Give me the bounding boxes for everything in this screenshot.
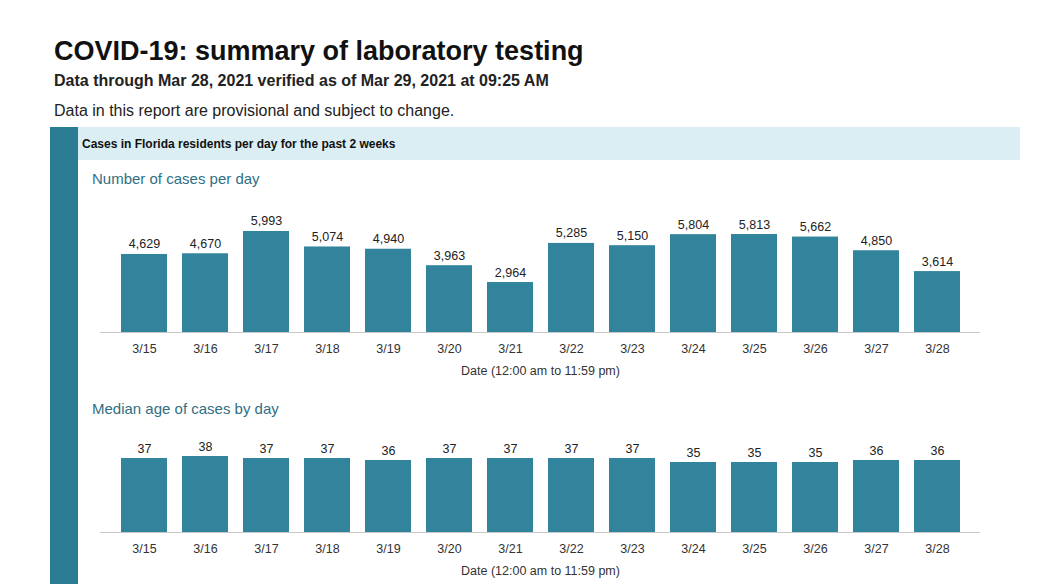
svg-text:3/15: 3/15 <box>132 342 156 356</box>
html-text:COVID-19: summary of laborator: COVID-19: summary of laboratory testing <box>54 36 584 66</box>
html-text:Cases in Florida residents per: Cases in Florida residents per day for t… <box>82 137 396 151</box>
svg-text:36: 36 <box>931 444 945 458</box>
svg-text:3/26: 3/26 <box>803 342 827 356</box>
svg-text:5,285: 5,285 <box>556 226 587 240</box>
svg-text:3/20: 3/20 <box>437 342 461 356</box>
svg-text:37: 37 <box>260 442 274 456</box>
svg-text:3/28: 3/28 <box>925 342 949 356</box>
svg-text:Date (12:00 am to 11:59 pm): Date (12:00 am to 11:59 pm) <box>461 364 620 378</box>
svg-text:3,963: 3,963 <box>434 249 465 263</box>
svg-text:4,850: 4,850 <box>861 234 892 248</box>
svg-text:3/27: 3/27 <box>864 542 888 556</box>
svg-text:37: 37 <box>443 442 457 456</box>
svg-text:4,670: 4,670 <box>190 237 221 251</box>
html-text:Data in this report are provis: Data in this report are provisional and … <box>54 102 455 119</box>
svg-text:5,074: 5,074 <box>312 230 343 244</box>
svg-text:3/19: 3/19 <box>376 342 400 356</box>
html-text:Number of cases per day: Number of cases per day <box>92 170 260 187</box>
svg-text:5,993: 5,993 <box>251 214 282 228</box>
svg-text:3,614: 3,614 <box>922 255 953 269</box>
svg-text:36: 36 <box>870 444 884 458</box>
svg-text:3/27: 3/27 <box>864 342 888 356</box>
svg-text:3/19: 3/19 <box>376 542 400 556</box>
svg-text:5,662: 5,662 <box>800 220 831 234</box>
svg-text:38: 38 <box>199 440 213 454</box>
svg-text:37: 37 <box>138 442 152 456</box>
svg-text:5,150: 5,150 <box>617 229 648 243</box>
svg-text:3/26: 3/26 <box>803 542 827 556</box>
svg-text:4,940: 4,940 <box>373 232 404 246</box>
svg-text:3/17: 3/17 <box>254 542 278 556</box>
svg-text:37: 37 <box>565 442 579 456</box>
svg-text:37: 37 <box>321 442 335 456</box>
svg-text:3/16: 3/16 <box>193 342 217 356</box>
svg-text:3/24: 3/24 <box>681 542 705 556</box>
svg-text:3/15: 3/15 <box>132 542 156 556</box>
svg-text:2,964: 2,964 <box>495 266 526 280</box>
svg-text:3/25: 3/25 <box>742 542 766 556</box>
svg-text:3/25: 3/25 <box>742 342 766 356</box>
svg-text:36: 36 <box>382 444 396 458</box>
svg-text:3/22: 3/22 <box>559 342 583 356</box>
svg-text:3/23: 3/23 <box>620 542 644 556</box>
svg-text:3/28: 3/28 <box>925 542 949 556</box>
svg-text:3/16: 3/16 <box>193 542 217 556</box>
svg-text:3/17: 3/17 <box>254 342 278 356</box>
svg-text:5,804: 5,804 <box>678 218 709 232</box>
svg-text:4,629: 4,629 <box>129 237 160 251</box>
svg-text:Date (12:00 am to 11:59 pm): Date (12:00 am to 11:59 pm) <box>461 564 620 578</box>
svg-text:3/22: 3/22 <box>559 542 583 556</box>
html-text:Data through Mar 28, 2021 veri: Data through Mar 28, 2021 verified as of… <box>54 72 549 89</box>
svg-text:5,813: 5,813 <box>739 218 770 232</box>
svg-text:35: 35 <box>687 446 701 460</box>
svg-text:37: 37 <box>626 442 640 456</box>
html-text:Median age of cases by day: Median age of cases by day <box>92 400 279 417</box>
svg-text:37: 37 <box>504 442 518 456</box>
svg-text:3/20: 3/20 <box>437 542 461 556</box>
svg-text:3/24: 3/24 <box>681 342 705 356</box>
svg-text:35: 35 <box>748 446 762 460</box>
svg-text:3/21: 3/21 <box>498 342 522 356</box>
svg-text:3/18: 3/18 <box>315 342 339 356</box>
svg-text:35: 35 <box>809 446 823 460</box>
svg-text:3/21: 3/21 <box>498 542 522 556</box>
svg-text:3/23: 3/23 <box>620 342 644 356</box>
svg-text:3/18: 3/18 <box>315 542 339 556</box>
